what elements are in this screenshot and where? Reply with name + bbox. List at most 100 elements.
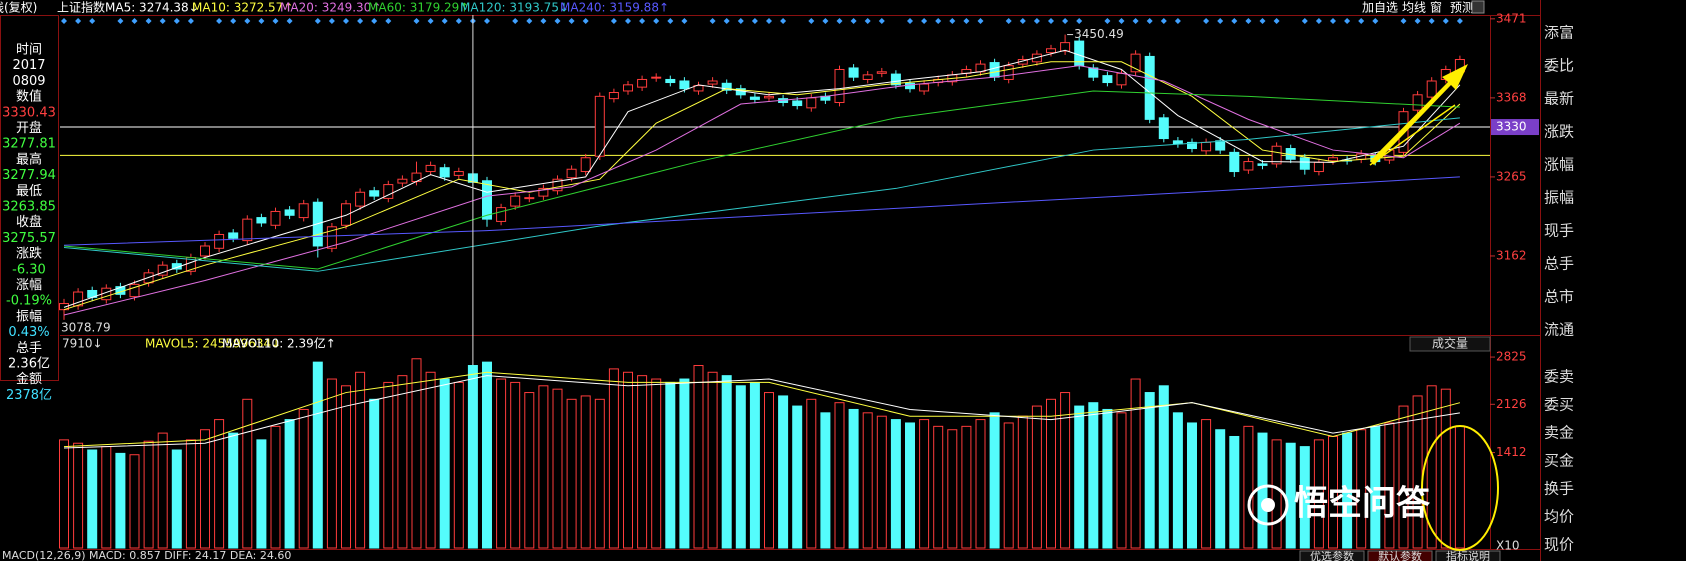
event-marker [1062, 18, 1069, 24]
side-label: 换手 [1544, 480, 1574, 498]
event-marker [258, 18, 265, 24]
toolbar-button[interactable]: 加自选 [1362, 1, 1398, 15]
tab-button[interactable] [1367, 550, 1433, 561]
volume-bar [1257, 432, 1268, 549]
candle-body [1144, 55, 1155, 120]
volume-bar [580, 395, 591, 549]
toolbar-button[interactable]: 窗 [1430, 1, 1442, 15]
volume-bar [707, 371, 718, 549]
candle-body [552, 178, 563, 192]
info-item: 0.43% [8, 325, 49, 340]
volume-bar [947, 429, 958, 549]
tab-button-label: 指标说明 [1446, 549, 1490, 561]
event-marker [89, 18, 96, 24]
candle-body [524, 197, 535, 200]
legend-entry: MA10: 3272.57↑ [192, 1, 293, 15]
candle-body [1313, 161, 1324, 173]
tab-button[interactable] [1435, 550, 1501, 561]
event-marker [1456, 18, 1463, 24]
volume-bar [143, 440, 154, 549]
toolbar-button[interactable]: 均线 [1402, 1, 1426, 15]
legend-entry: MAVOL5: 245599634↓ [145, 337, 281, 351]
event-marker [159, 18, 166, 24]
volume-bar [1088, 402, 1099, 549]
volume-bar [1102, 408, 1113, 549]
toolbar-button[interactable]: 预测 [1450, 1, 1474, 15]
event-marker [850, 18, 857, 24]
candle-body [1299, 157, 1310, 170]
side-label: 均价 [1544, 508, 1574, 526]
side-label: 涨跌 [1544, 123, 1574, 141]
event-marker [921, 18, 928, 24]
event-marker [427, 18, 434, 24]
candle-body [919, 83, 930, 92]
candle-body [566, 168, 577, 179]
candle-body [256, 217, 267, 224]
volume-bar [834, 402, 845, 549]
indicator-button[interactable] [1409, 336, 1491, 352]
volume-bar [214, 419, 225, 549]
volume-bar [1356, 429, 1367, 549]
info-item: 总手 [16, 341, 42, 356]
candle-body [637, 78, 648, 88]
candle-body [1243, 161, 1254, 171]
moving-average [63, 117, 1460, 272]
event-marker [1217, 18, 1224, 24]
info-item: 最低 [16, 184, 42, 199]
volume-bar [905, 422, 915, 549]
volume-bar [284, 419, 295, 549]
volume-bar [919, 419, 930, 549]
side-label: 现价 [1544, 536, 1574, 554]
event-marker [568, 18, 575, 24]
candle-body [580, 157, 591, 173]
side-label: 卖金 [1544, 424, 1574, 442]
volume-bar [975, 419, 986, 549]
event-marker [625, 18, 631, 24]
event-marker [1344, 18, 1351, 24]
event-marker [1104, 18, 1111, 24]
candle-body [397, 178, 408, 184]
volume-bar [1440, 388, 1451, 549]
volume-bar [862, 412, 873, 549]
volume-bar [1158, 385, 1169, 549]
moving-average [63, 176, 1460, 246]
event-marker [653, 18, 660, 24]
legend-entry: MA20: 3249.30↑ [280, 1, 381, 15]
event-marker [766, 18, 772, 24]
event-marker [1203, 18, 1210, 24]
candle-body [157, 264, 168, 276]
volume-bar [129, 454, 140, 549]
event-marker [1118, 18, 1125, 24]
scale-label: X10 [1496, 539, 1520, 553]
tab-button[interactable] [1299, 550, 1365, 561]
info-item: 2017 [12, 58, 45, 73]
volume-bar [1215, 429, 1226, 549]
candle-body [453, 171, 464, 176]
event-marker [1414, 18, 1421, 24]
volume-bar [298, 408, 309, 549]
y-tick-label: 3368 [1496, 90, 1527, 104]
candle-body [905, 82, 915, 90]
candle-body [651, 76, 662, 79]
volume-bar [453, 381, 464, 549]
volume-bar [200, 429, 210, 549]
event-marker [117, 18, 124, 24]
info-panel-frame [0, 15, 59, 381]
event-marker [1048, 18, 1054, 24]
volume-bar [1243, 425, 1254, 549]
event-marker [751, 18, 758, 24]
volume-bar [341, 385, 351, 549]
volume-bar [355, 371, 366, 549]
y-tick-label: 3265 [1496, 169, 1527, 183]
y-tick-label: 2825 [1496, 350, 1527, 364]
volume-bar [594, 398, 605, 549]
candle-body [284, 209, 295, 216]
volume-bar [1229, 435, 1240, 549]
candle-body [707, 80, 718, 85]
close-button[interactable] [1471, 0, 1485, 14]
event-marker [639, 18, 646, 24]
event-marker [737, 18, 744, 24]
volume-bar [312, 361, 323, 549]
volume-bar [693, 365, 704, 549]
event-marker [1330, 18, 1336, 24]
